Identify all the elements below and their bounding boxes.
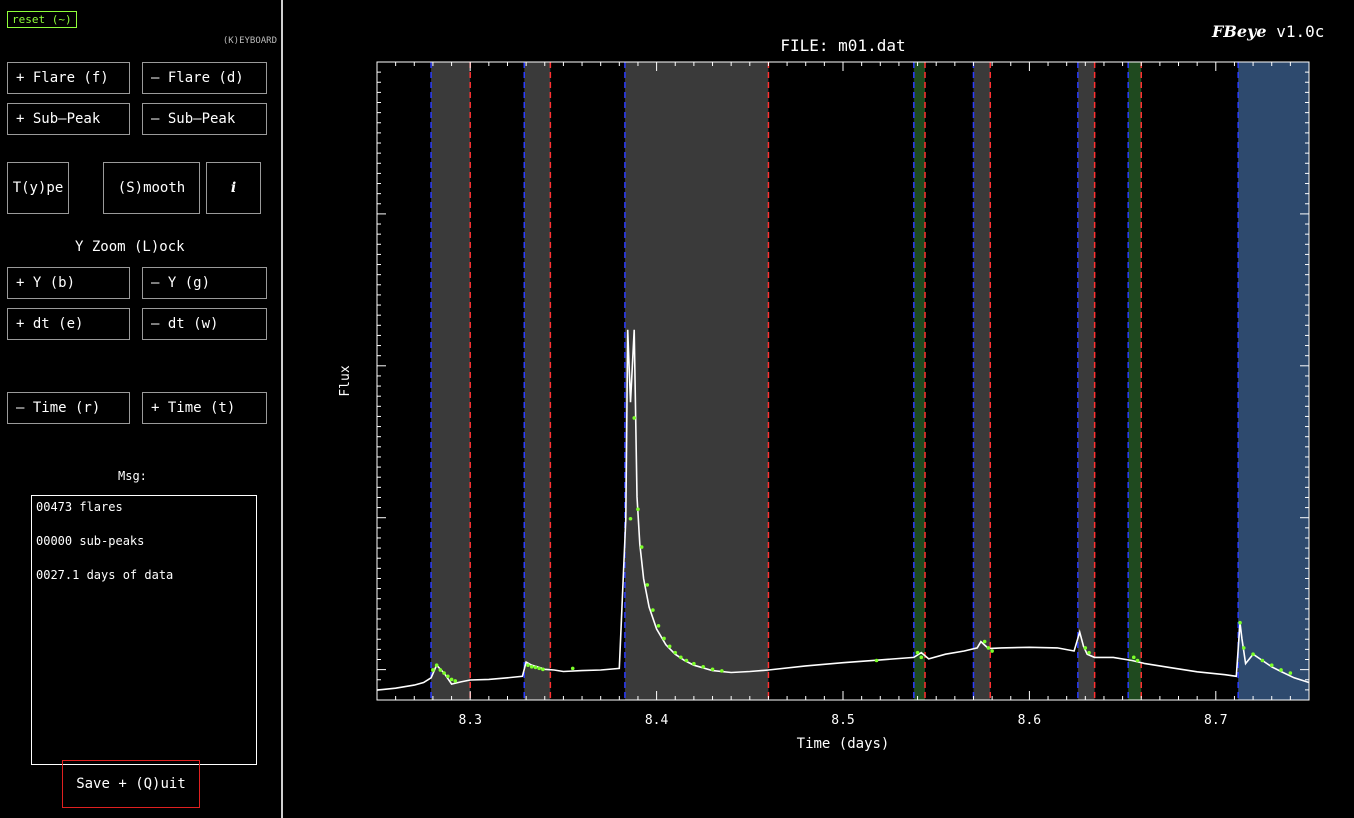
flare-point bbox=[446, 674, 450, 679]
flare-point bbox=[541, 667, 545, 672]
save-quit-button[interactable]: Save + (Q)uit bbox=[62, 760, 200, 808]
flare-point bbox=[645, 583, 650, 587]
x-tick-label: 8.7 bbox=[1204, 713, 1227, 728]
flare-point bbox=[1135, 658, 1140, 663]
flare-point bbox=[986, 646, 991, 650]
flare-point bbox=[449, 677, 454, 682]
flare-point bbox=[701, 665, 705, 669]
x-tick-label: 8.6 bbox=[1018, 713, 1041, 728]
type-button[interactable]: T(y)pe bbox=[7, 162, 69, 214]
msg-label: Msg: bbox=[118, 469, 147, 483]
flare-point bbox=[526, 663, 530, 668]
y-zoom-out-button[interactable]: – Y (g) bbox=[142, 267, 267, 299]
flare-point bbox=[434, 663, 439, 668]
flare-point bbox=[874, 658, 879, 663]
y-zoom-in-button[interactable]: + Y (b) bbox=[7, 267, 130, 299]
panel-divider bbox=[281, 0, 283, 818]
flare-point bbox=[1269, 663, 1274, 668]
chart-title: FILE: m01.dat bbox=[780, 36, 905, 55]
flare-point bbox=[431, 668, 435, 672]
time-forward-button[interactable]: + Time (t) bbox=[142, 392, 267, 424]
flare-region-3[interactable] bbox=[913, 62, 926, 700]
flare-point bbox=[692, 661, 696, 666]
flare-point bbox=[529, 665, 534, 669]
flare-point bbox=[651, 608, 655, 612]
app-brand: FBeye bbox=[1212, 22, 1267, 41]
flare-point bbox=[636, 507, 640, 512]
flare-point bbox=[533, 665, 538, 670]
flare-point bbox=[438, 668, 443, 672]
flare-point bbox=[1131, 655, 1136, 660]
msg-days: 0027.1 days of data bbox=[36, 568, 174, 582]
flare-point bbox=[442, 671, 446, 675]
flare-region-1[interactable] bbox=[524, 62, 551, 700]
msg-subpeaks: 00000 sub-peaks bbox=[36, 534, 145, 548]
msg-flares: 00473 flares bbox=[36, 500, 123, 514]
flare-point bbox=[537, 666, 541, 671]
dt-decrease-button[interactable]: – dt (w) bbox=[142, 308, 267, 340]
x-tick-label: 8.3 bbox=[458, 713, 481, 728]
flare-region-6[interactable] bbox=[1128, 62, 1142, 700]
flare-point bbox=[662, 636, 666, 641]
control-panel: reset (~) (K)EYBOARD + Flare (f) – Flare… bbox=[0, 0, 282, 818]
flare-region-0[interactable] bbox=[431, 62, 471, 700]
time-back-button[interactable]: – Time (r) bbox=[7, 392, 130, 424]
flare-point bbox=[915, 650, 920, 655]
flare-point bbox=[453, 679, 458, 683]
flare-region-2[interactable] bbox=[624, 62, 769, 700]
flare-point bbox=[1260, 658, 1265, 663]
remove-flare-button[interactable]: – Flare (d) bbox=[142, 62, 267, 94]
flare-point bbox=[639, 545, 644, 549]
flare-point bbox=[1241, 646, 1246, 650]
flare-point bbox=[684, 658, 689, 663]
flare-point bbox=[990, 649, 994, 653]
remove-subpeak-button[interactable]: – Sub–Peak bbox=[142, 103, 267, 135]
flare-point bbox=[982, 639, 987, 644]
lightcurve-line bbox=[376, 329, 1310, 691]
add-subpeak-button[interactable]: + Sub–Peak bbox=[7, 103, 130, 135]
flare-region-5[interactable] bbox=[1077, 62, 1095, 700]
info-button[interactable]: i bbox=[206, 162, 261, 214]
flare-point bbox=[720, 669, 724, 673]
plot-frame bbox=[376, 61, 1310, 701]
flare-point bbox=[667, 644, 672, 649]
y-axis-label: Flux bbox=[338, 365, 353, 396]
dt-increase-button[interactable]: + dt (e) bbox=[7, 308, 130, 340]
smooth-button[interactable]: (S)mooth bbox=[103, 162, 200, 214]
x-tick-label: 8.5 bbox=[831, 713, 854, 728]
flare-point bbox=[1288, 671, 1293, 675]
keyboard-toggle[interactable]: (K)EYBOARD bbox=[222, 36, 277, 46]
app-version-label: FBeye v1.0c bbox=[1212, 22, 1324, 41]
flare-point bbox=[1251, 652, 1255, 656]
flare-point bbox=[1238, 620, 1242, 625]
flare-point bbox=[1083, 646, 1088, 650]
y-zoom-lock-toggle[interactable]: Y Zoom (L)ock bbox=[75, 239, 185, 255]
flare-point bbox=[919, 655, 924, 660]
flare-region-7[interactable] bbox=[1238, 62, 1309, 700]
flare-point bbox=[632, 416, 637, 420]
add-flare-button[interactable]: + Flare (f) bbox=[7, 62, 130, 94]
flare-point bbox=[710, 667, 715, 672]
flare-point bbox=[1087, 650, 1091, 655]
x-tick-label: 8.4 bbox=[645, 713, 669, 728]
app-version: v1.0c bbox=[1276, 22, 1325, 41]
x-axis-label: Time (days) bbox=[797, 736, 890, 752]
flare-point bbox=[656, 624, 661, 628]
flare-point bbox=[679, 655, 683, 660]
reset-button[interactable]: reset (~) bbox=[7, 11, 77, 28]
flare-point bbox=[673, 650, 678, 655]
flare-point bbox=[628, 516, 633, 521]
flare-region-4[interactable] bbox=[973, 62, 991, 700]
flare-point bbox=[1279, 668, 1283, 672]
flare-point bbox=[570, 666, 575, 671]
message-box: 00473 flares 00000 sub-peaks 0027.1 days… bbox=[31, 495, 257, 765]
